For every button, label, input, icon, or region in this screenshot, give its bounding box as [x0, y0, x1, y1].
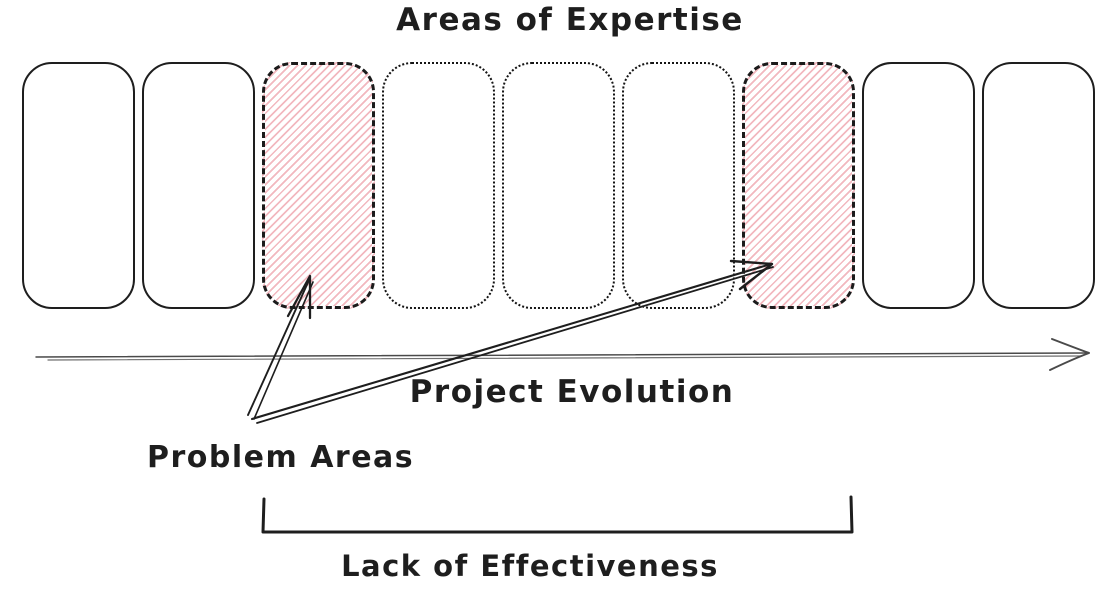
- diagram-title: Areas of Expertise: [396, 2, 744, 38]
- expertise-box: [142, 62, 255, 309]
- lack-effectiveness-label: Lack of Effectiveness: [341, 549, 719, 583]
- project-evolution-arrow: [35, 338, 1090, 371]
- expertise-box: [22, 62, 135, 309]
- lack-of-effectiveness-bracket: [261, 495, 854, 534]
- expertise-box: [382, 62, 495, 309]
- expertise-box: [862, 62, 975, 309]
- problem-areas-label: Problem Areas: [147, 440, 415, 475]
- arrowhead-right-icon: [1049, 338, 1090, 371]
- expertise-boxes-row: [22, 62, 1095, 309]
- project-evolution-label: Project Evolution: [409, 374, 735, 410]
- expertise-box: [622, 62, 735, 309]
- expertise-box: [502, 62, 615, 309]
- problem-area-box: [262, 62, 375, 309]
- problem-area-box: [742, 62, 855, 309]
- expertise-box: [982, 62, 1095, 309]
